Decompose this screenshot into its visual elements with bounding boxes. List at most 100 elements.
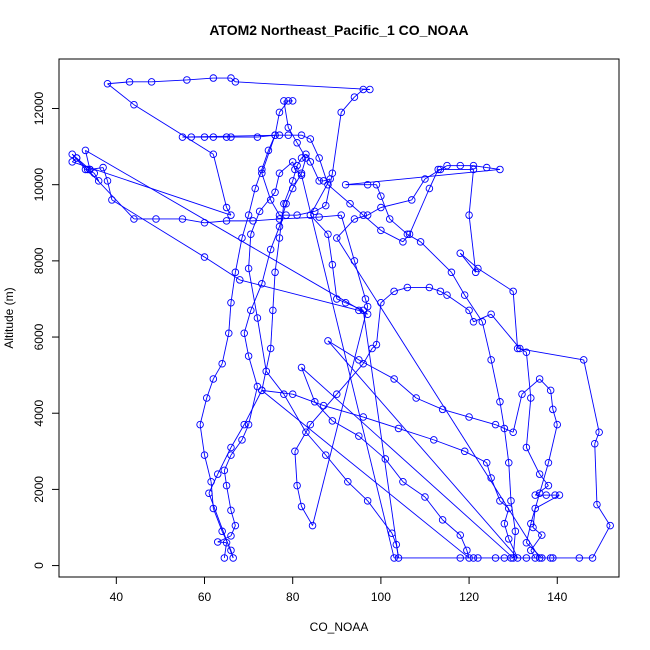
data-point <box>319 401 328 410</box>
x-axis: 40 60 80 100 120 140 <box>110 576 568 604</box>
data-point <box>288 184 297 193</box>
series-line-segment <box>380 199 412 208</box>
data-point <box>531 504 539 513</box>
data-point <box>355 432 363 440</box>
series-line-segment <box>102 167 108 182</box>
data-point <box>408 196 416 204</box>
data-point <box>366 85 374 94</box>
series-line-segment <box>261 249 272 284</box>
data-point <box>500 424 509 433</box>
data-point <box>505 535 513 543</box>
x-tick-label: 60 <box>198 590 212 604</box>
data-point <box>68 158 76 166</box>
data-point <box>264 146 273 155</box>
data-point <box>187 133 196 141</box>
data-point <box>302 150 310 158</box>
series-line-segment <box>512 291 519 349</box>
data-point <box>227 211 235 219</box>
series-line-segment <box>358 359 395 380</box>
data-point <box>207 478 215 486</box>
data-point <box>253 133 262 141</box>
data-point <box>81 165 90 174</box>
data-point <box>546 554 555 562</box>
series-line-segment <box>433 439 465 452</box>
series-line-segment <box>221 333 230 364</box>
data-point <box>297 154 306 162</box>
series-line-segment <box>234 237 243 273</box>
series-line-segment <box>301 175 395 559</box>
data-point <box>306 420 315 429</box>
series-line-segment <box>336 218 355 239</box>
series-line-segment <box>235 81 370 90</box>
data-point <box>575 554 584 562</box>
data-point <box>196 420 204 429</box>
data-point <box>388 529 396 537</box>
data-point <box>293 481 301 490</box>
series-line-segment <box>362 348 373 364</box>
series-line-segment <box>212 508 223 532</box>
series-line-segment <box>535 494 560 509</box>
data-point <box>310 398 319 406</box>
data-point <box>227 443 235 452</box>
data-point <box>90 169 99 178</box>
data-point <box>507 497 515 505</box>
series-line-segment <box>223 542 228 559</box>
data-point <box>482 163 491 172</box>
series-line-segment <box>292 393 324 407</box>
data-point <box>130 215 138 223</box>
data-point <box>394 424 403 433</box>
data-point <box>222 133 231 141</box>
series-line-segment <box>199 397 208 425</box>
series-line-segment <box>503 428 510 463</box>
data-point <box>496 398 504 406</box>
series-line-segment <box>539 473 549 486</box>
data-point <box>284 97 293 105</box>
data-point <box>588 554 597 562</box>
data-point <box>522 554 531 562</box>
data-point <box>337 108 345 117</box>
series-line-segment <box>323 405 364 418</box>
x-tick-label: 140 <box>547 590 567 604</box>
data-point <box>266 245 275 254</box>
data-point <box>496 497 504 505</box>
series-line-segment <box>464 450 487 464</box>
data-point <box>297 171 306 179</box>
data-point <box>293 211 301 219</box>
series-line-segment <box>248 188 256 216</box>
series-line-segment <box>272 272 276 311</box>
data-point <box>266 344 275 353</box>
data-point <box>425 283 434 292</box>
series-line-segment <box>248 355 258 387</box>
series-line-segment <box>239 279 359 311</box>
data-point <box>434 165 442 174</box>
data-point <box>377 203 385 212</box>
series-line-segment <box>530 493 541 524</box>
data-point <box>416 238 425 246</box>
data-point <box>108 196 116 204</box>
data-point <box>460 447 469 456</box>
series-line-segment <box>243 333 250 357</box>
series-line-segment <box>89 167 104 170</box>
series-line-segment <box>107 83 135 106</box>
data-point <box>469 165 478 174</box>
series-line-segment <box>583 359 600 433</box>
series-line-segment <box>274 112 280 136</box>
series-line-segment <box>380 195 391 220</box>
data-point <box>238 234 246 242</box>
data-point <box>209 150 218 158</box>
series-line-segment <box>283 393 307 433</box>
series-line-segment <box>490 477 501 501</box>
data-point <box>333 390 341 398</box>
series-line-segment <box>331 112 342 174</box>
data-point <box>125 78 134 86</box>
data-point <box>231 78 240 86</box>
data-point <box>291 447 299 456</box>
data-point <box>469 318 478 326</box>
data-point <box>505 458 513 467</box>
data-point <box>297 169 306 178</box>
data-point <box>350 215 359 223</box>
series-line-segment <box>499 500 510 509</box>
data-point <box>322 451 330 459</box>
data-point <box>229 554 237 562</box>
data-point <box>240 420 248 429</box>
